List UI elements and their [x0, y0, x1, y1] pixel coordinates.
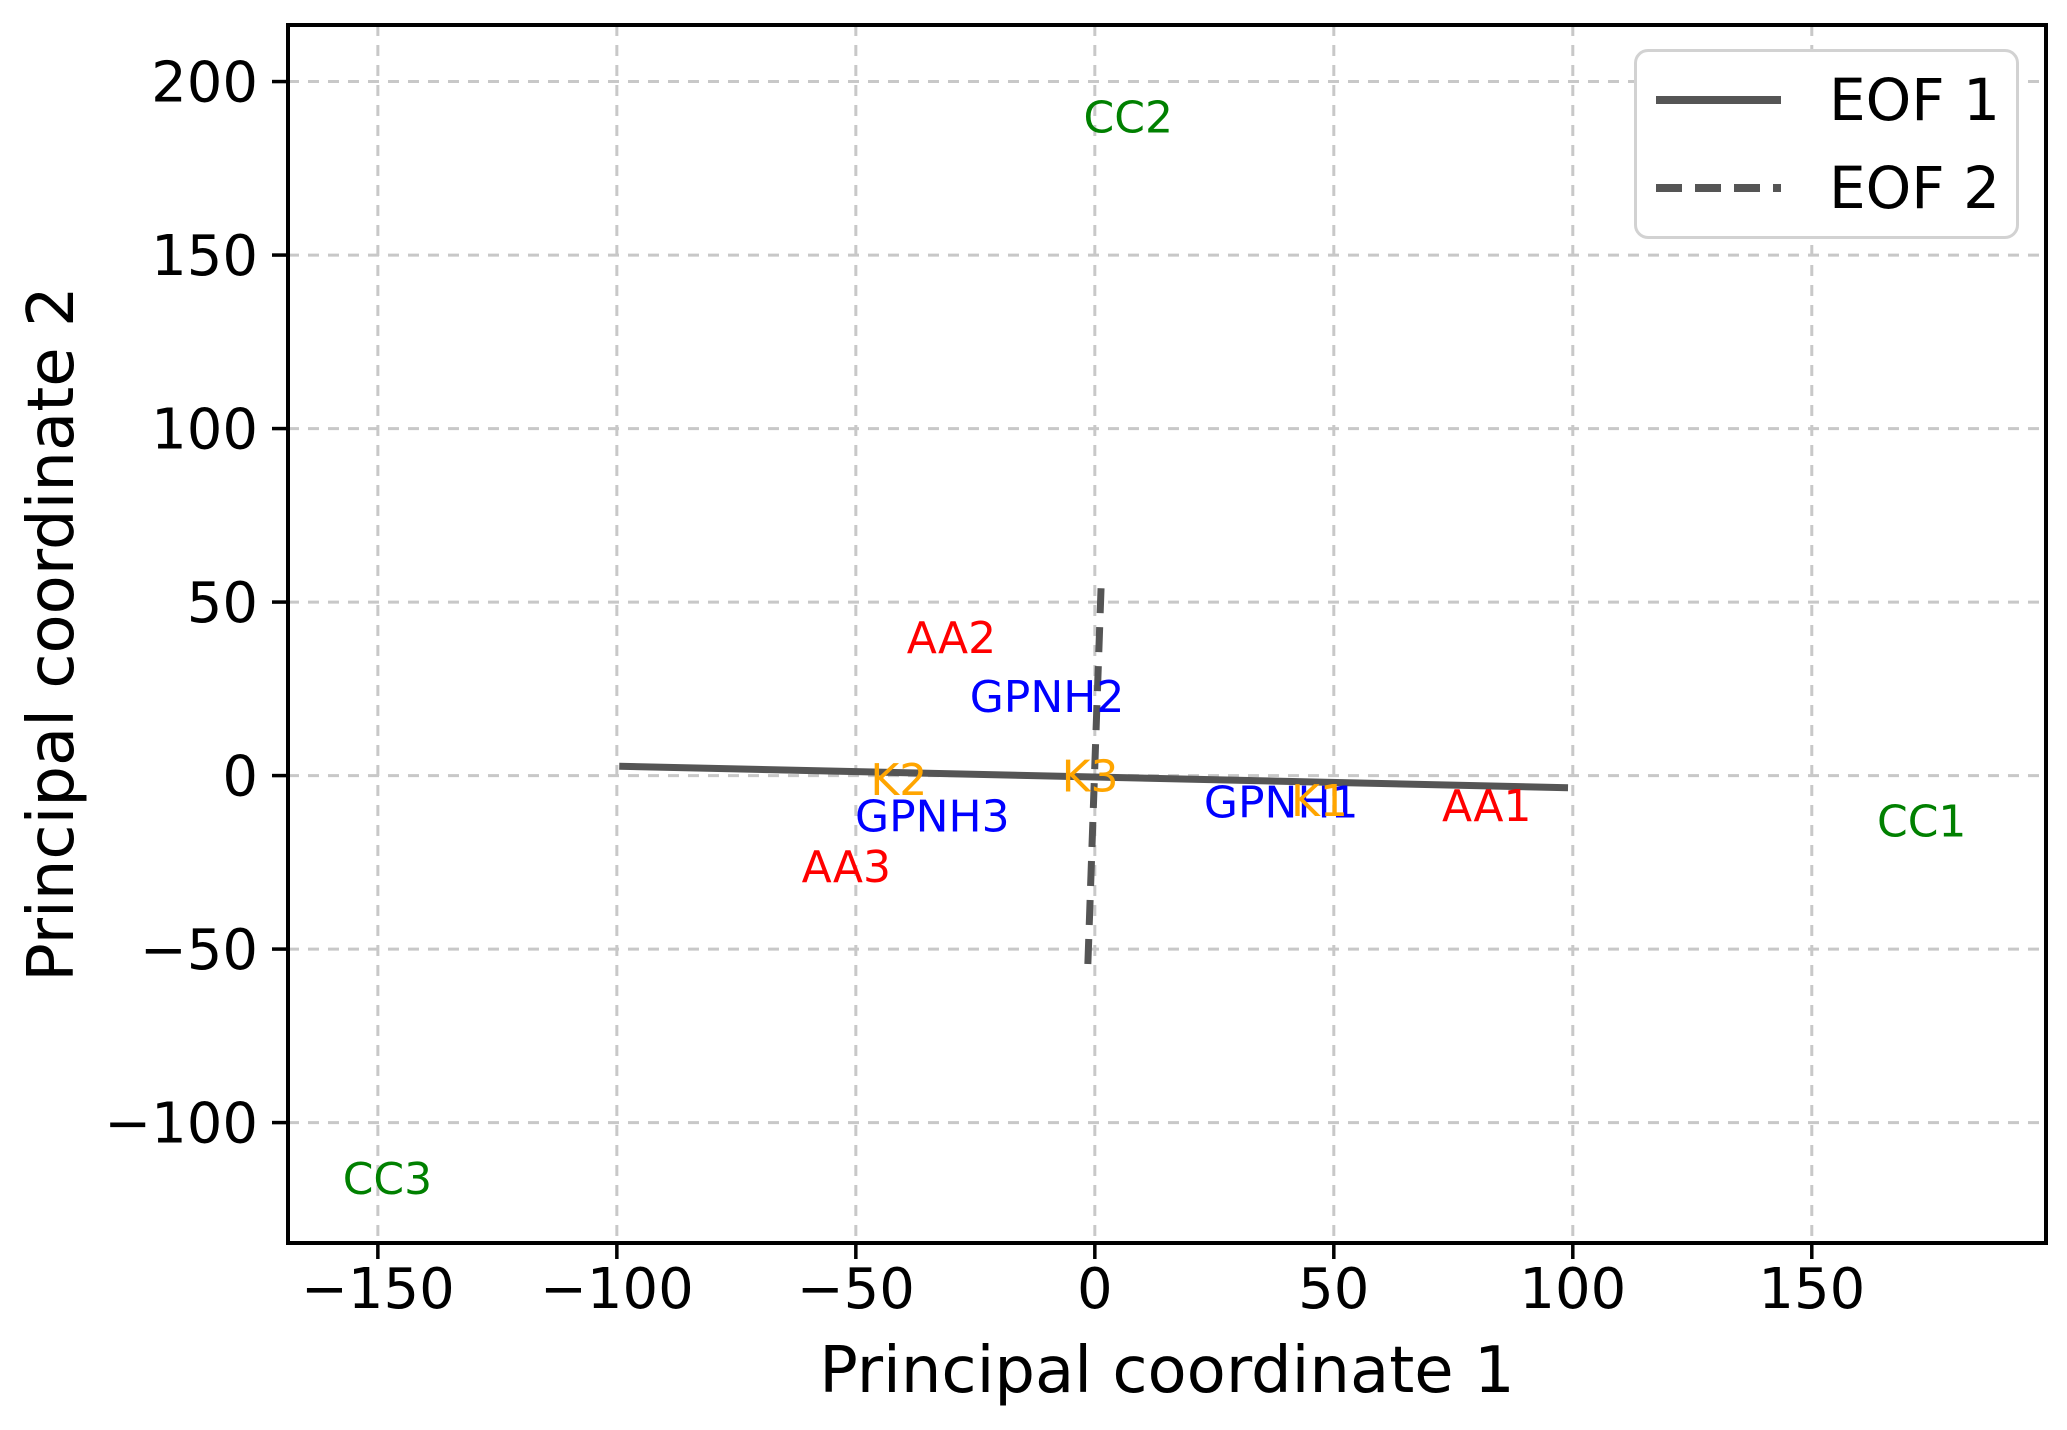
annotation-gpnh1: GPNH1: [1204, 778, 1359, 829]
y-tick-label: 150: [151, 224, 258, 289]
legend-label-eof1: EOF 1: [1829, 66, 2000, 134]
x-tick-label: −150: [301, 1257, 455, 1322]
y-tick-label: 0: [222, 745, 258, 810]
x-tick-label: −100: [540, 1257, 694, 1322]
annotation-k1: K1: [1291, 776, 1348, 827]
annotation-cc3: CC3: [343, 1154, 432, 1205]
legend-entry-eof2: EOF 2: [1656, 150, 2008, 226]
plot-border: [286, 23, 2048, 1245]
y-tick-label: 200: [151, 51, 258, 116]
y-tick-label: −100: [104, 1092, 258, 1157]
annotation-aa3: AA3: [802, 842, 891, 893]
x-tick-label: 0: [1077, 1257, 1113, 1322]
line-eof1: [619, 762, 1569, 792]
x-tick-label: −50: [797, 1257, 915, 1322]
eof2-dashed-line-sample: [1656, 184, 1781, 192]
y-tick-label: −50: [140, 918, 258, 983]
x-tick-label: 100: [1519, 1257, 1626, 1322]
line-eof2: [1084, 588, 1105, 971]
eof1-solid-line-sample: [1656, 96, 1781, 104]
x-axis-label: Principal coordinate 1: [819, 1334, 1515, 1408]
annotation-cc2: CC2: [1084, 92, 1173, 143]
annotation-aa1: AA1: [1442, 781, 1531, 832]
y-tick-label: 50: [187, 571, 258, 636]
annotation-k2: K2: [870, 755, 927, 806]
annotation-cc1: CC1: [1877, 797, 1966, 848]
legend-label-eof2: EOF 2: [1829, 154, 2000, 222]
x-tick-label: 150: [1758, 1257, 1865, 1322]
legend-box: EOF 1 EOF 2: [1634, 49, 2019, 239]
annotation-gpnh2: GPNH2: [970, 672, 1125, 723]
x-tick-label: 50: [1298, 1257, 1369, 1322]
legend-entry-eof1: EOF 1: [1656, 62, 2008, 138]
annotation-aa2: AA2: [907, 613, 996, 664]
y-tick-label: 100: [151, 398, 258, 463]
y-axis-label: Principal coordinate 2: [15, 286, 89, 982]
annotation-k3: K3: [1062, 752, 1119, 803]
annotation-gpnh3: GPNH3: [855, 791, 1010, 842]
